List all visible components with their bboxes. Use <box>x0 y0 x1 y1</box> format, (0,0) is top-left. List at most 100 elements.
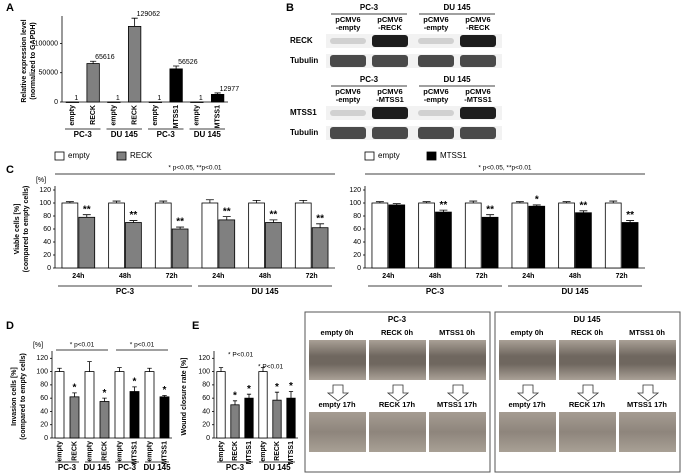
error-bar <box>57 367 62 372</box>
x-tick-label: empty <box>146 441 153 462</box>
group-label: DU 145 <box>111 130 139 139</box>
x-tick-label: 48h <box>569 273 581 280</box>
x-tick-label: 24h <box>522 273 534 280</box>
value-label: 129062 <box>137 11 160 18</box>
image-label: MTSS1 17h <box>627 400 667 409</box>
error-bar <box>316 223 325 228</box>
x-tick-label: empty <box>116 441 123 462</box>
bar <box>388 204 406 269</box>
bar <box>99 401 110 439</box>
bar <box>371 202 389 269</box>
x-tick-label: 48h <box>259 273 271 280</box>
error-bar <box>214 92 221 95</box>
group-label: DU 145 <box>194 130 222 139</box>
y-tick-label: 50000 <box>39 70 59 77</box>
y-tick-label: 100000 <box>35 40 58 47</box>
significance-label: * <box>73 382 77 393</box>
y-tick-label: 60 <box>202 395 210 402</box>
blot-band <box>418 38 454 44</box>
significance-label: * <box>247 384 251 395</box>
x-tick-label: empty <box>260 441 267 462</box>
error-bar <box>176 226 185 229</box>
y-tick-label: 20 <box>43 252 51 259</box>
blot-band <box>330 110 366 116</box>
image-label: empty 0h <box>511 328 544 337</box>
y-tick-label: 120 <box>349 187 361 194</box>
error-bar <box>609 200 618 203</box>
bar <box>169 68 183 103</box>
y-axis-label: (compared to empty cells) <box>20 353 27 440</box>
legend-swatch <box>364 151 375 161</box>
image-label: empty 0h <box>321 328 354 337</box>
blot-band <box>372 127 408 139</box>
error-bar <box>392 203 401 205</box>
down-arrow <box>446 384 470 402</box>
x-tick-label: RECK <box>232 441 239 461</box>
image-label: MTSS1 0h <box>439 328 475 337</box>
error-bar <box>274 391 280 401</box>
error-bar <box>87 361 92 372</box>
group-label: DU 145 <box>251 287 279 296</box>
blot-band <box>330 127 366 139</box>
blot-band <box>418 110 454 116</box>
blot-band <box>460 107 496 119</box>
wound-image <box>499 340 556 380</box>
bar <box>464 202 482 269</box>
group-label: DU 145 <box>83 463 111 472</box>
value-label: 56526 <box>178 59 198 66</box>
error-bar <box>422 201 431 203</box>
row-label: RECK <box>290 36 313 45</box>
y-tick-label: 60 <box>43 226 51 233</box>
x-tick-label: MTSS1 <box>214 105 221 128</box>
error-bar <box>260 367 266 372</box>
x-tick-label: empty <box>56 441 63 462</box>
x-tick-label: 48h <box>429 273 441 280</box>
x-tick-label: RECK <box>90 105 97 125</box>
x-tick-label: MTSS1 <box>288 441 295 464</box>
y-tick-label: 20 <box>353 252 361 259</box>
wound-image <box>369 340 426 380</box>
y-tick-label: 0 <box>44 435 48 442</box>
significance-label: ** <box>626 210 634 221</box>
group-label: PC-3 <box>74 130 93 139</box>
error-bar <box>112 200 121 203</box>
x-tick-label: RECK <box>71 441 78 461</box>
bar <box>558 202 575 269</box>
significance-label: ** <box>270 210 278 221</box>
blot-strip <box>326 54 502 68</box>
y-axis-label: (normalized to GAPDH) <box>30 22 37 99</box>
cell-line-label: PC-3 <box>360 3 379 12</box>
wound-image <box>309 340 366 380</box>
significance-label: * <box>289 381 293 392</box>
value-label: 1 <box>157 95 161 102</box>
blot-band <box>372 107 408 119</box>
error-bar <box>159 200 168 203</box>
x-tick-label: empty <box>69 105 76 126</box>
panel-letter: A <box>6 2 14 14</box>
significance-label: * <box>233 390 237 401</box>
legend-label: empty <box>378 151 400 160</box>
legend-swatch <box>54 151 65 161</box>
unit-label: [%] <box>33 342 43 349</box>
legend-label: MTSS1 <box>440 151 467 160</box>
bar <box>286 397 296 439</box>
error-bar <box>162 395 167 397</box>
bar <box>294 202 312 269</box>
blot-strip <box>326 126 502 140</box>
value-label: 12977 <box>220 86 240 93</box>
significance-label: * <box>103 388 107 399</box>
error-bar <box>486 214 495 218</box>
bar <box>418 202 435 269</box>
blot-band <box>460 35 496 47</box>
y-tick-label: 40 <box>353 239 361 246</box>
y-axis-label: (compared to empty cells) <box>23 186 30 273</box>
error-bar <box>562 201 571 203</box>
lane-label: pCMV6 <box>423 87 448 96</box>
significance-label: ** <box>176 217 184 228</box>
bar <box>125 222 142 269</box>
x-tick-label: RECK <box>131 105 138 125</box>
bar <box>144 371 155 439</box>
error-bar <box>626 220 635 223</box>
value-label: 1 <box>74 95 78 102</box>
image-label: RECK 0h <box>571 328 604 337</box>
